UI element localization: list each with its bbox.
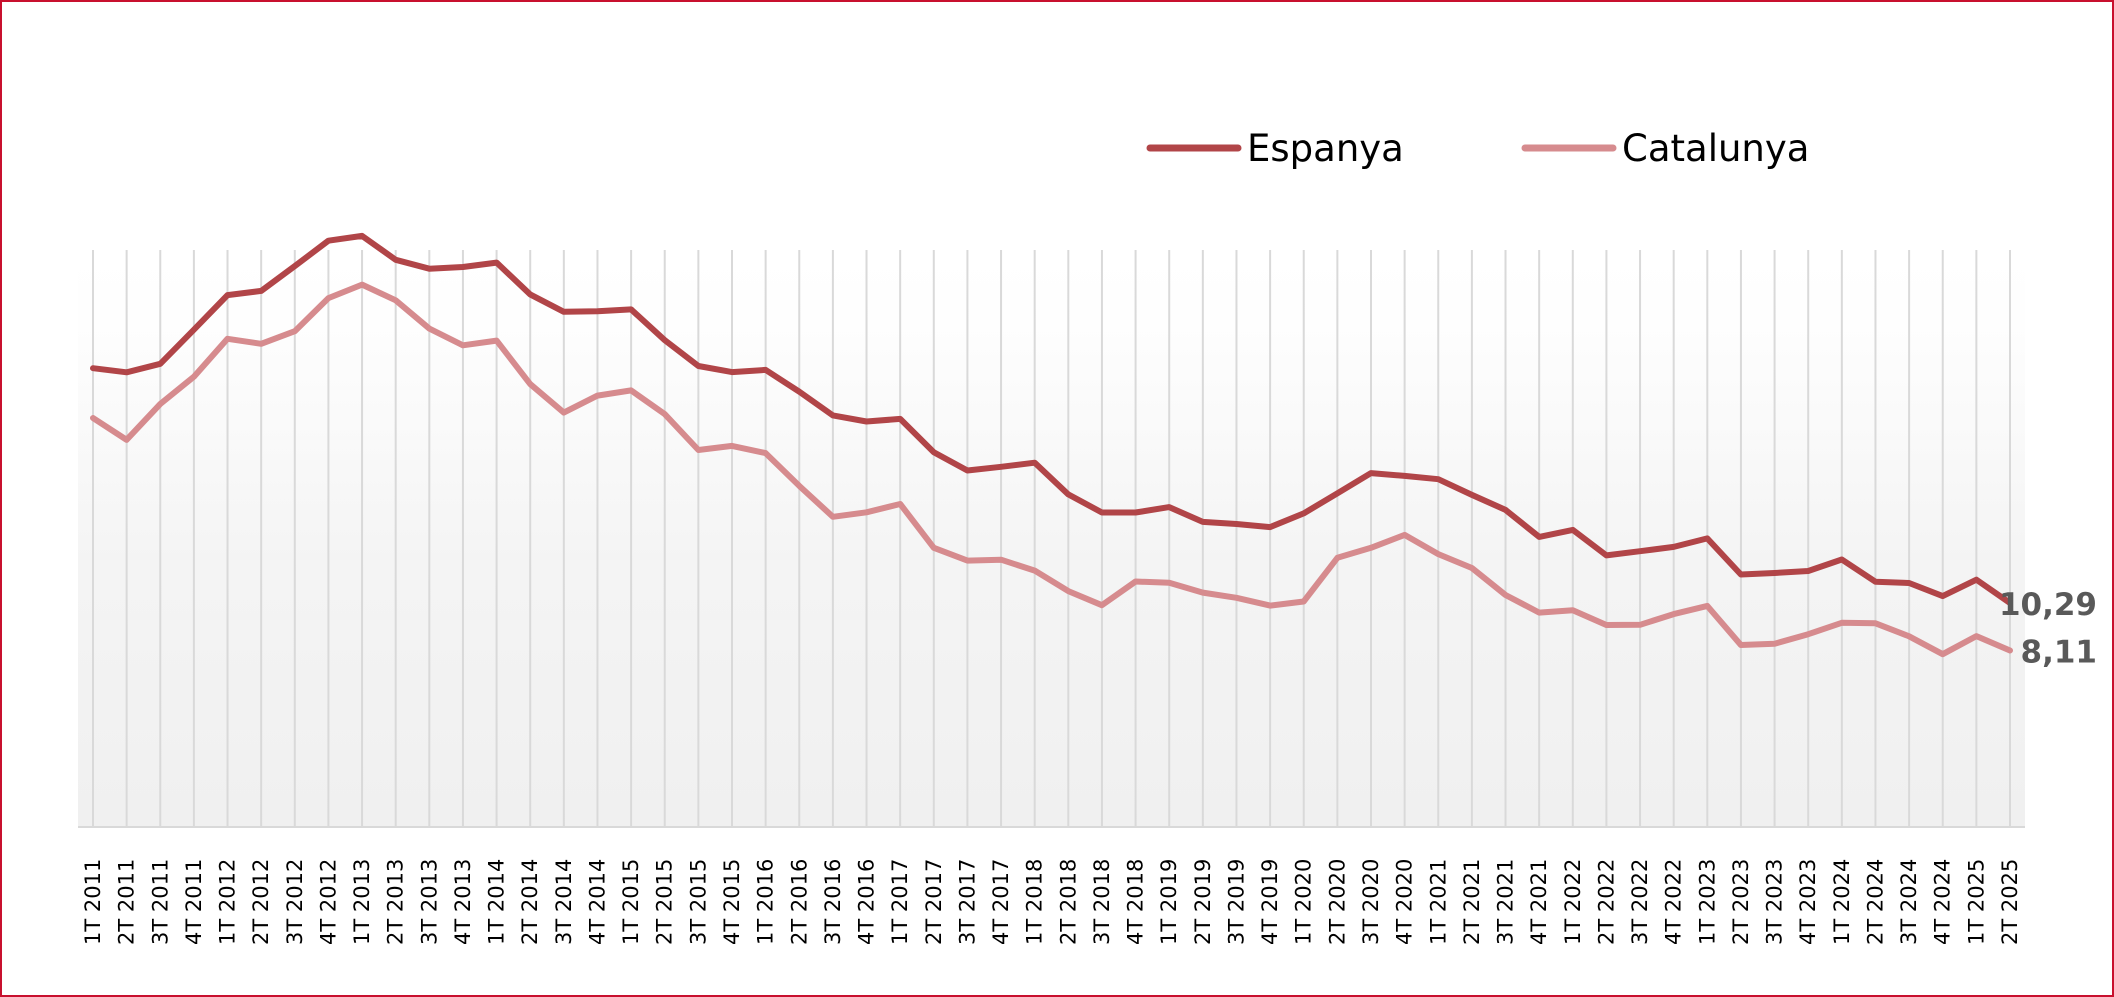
x-tick-label: 1T 2024 (1830, 859, 1854, 945)
x-tick-label: 1T 2016 (754, 859, 778, 945)
x-tick-label: 4T 2016 (855, 859, 879, 945)
plot-area-background (78, 250, 2025, 827)
x-tick-label: 3T 2021 (1494, 859, 1518, 945)
x-tick-label: 2T 2025 (1998, 859, 2022, 945)
x-tick-label: 2T 2014 (518, 859, 542, 945)
x-tick-label: 3T 2020 (1359, 859, 1383, 945)
x-tick-label: 4T 2013 (451, 859, 475, 945)
x-tick-label: 2T 2021 (1460, 859, 1484, 945)
x-tick-label: 3T 2016 (821, 859, 845, 945)
x-tick-label: 3T 2013 (417, 859, 441, 945)
x-tick-label: 1T 2013 (350, 859, 374, 945)
x-tick-label: 4T 2014 (585, 859, 609, 945)
x-tick-label: 1T 2018 (1023, 859, 1047, 945)
x-axis-tick-labels: 1T 2011 2T 2011 3T 2011 4T 2011 1T 2012 2T 20… (81, 859, 2022, 945)
x-tick-label: 4T 2019 (1258, 859, 1282, 945)
series-lines (90, 232, 2013, 658)
x-tick-label: 1T 2025 (1964, 859, 1988, 945)
x-tick-label: 1T 2015 (619, 859, 643, 945)
x-tick-label: 1T 2020 (1292, 859, 1316, 945)
series-line-espanya (90, 232, 2013, 606)
x-tick-label: 3T 2023 (1763, 859, 1787, 945)
x-tick-label: 4T 2018 (1124, 859, 1148, 945)
x-tick-label: 4T 2021 (1527, 859, 1551, 945)
x-tick-label: 4T 2015 (720, 859, 744, 945)
legend-label-catalunya: Catalunya (1622, 127, 1809, 170)
x-tick-label: 1T 2019 (1157, 859, 1181, 945)
series-line-catalunya (90, 281, 2013, 658)
x-tick-label: 2T 2017 (922, 859, 946, 945)
end-label-catalunya: 8,11 (2021, 634, 2098, 670)
legend: Espanya Catalunya (1146, 127, 1809, 170)
x-tick-label: 1T 2012 (216, 859, 240, 945)
x-tick-label: 3T 2015 (686, 859, 710, 945)
end-value-labels: 10,29 8,11 (1999, 587, 2097, 670)
x-tick-label: 2T 2011 (115, 859, 139, 945)
x-tick-label: 4T 2017 (989, 859, 1013, 945)
legend-label-espanya: Espanya (1247, 127, 1404, 170)
x-tick-label: 4T 2022 (1662, 859, 1686, 945)
x-tick-label: 2T 2012 (249, 859, 273, 945)
x-tick-label: 2T 2023 (1729, 859, 1753, 945)
x-tick-label: 2T 2019 (1191, 859, 1215, 945)
x-tick-label: 3T 2019 (1224, 859, 1248, 945)
x-tick-label: 2T 2022 (1594, 859, 1618, 945)
x-tick-label: 1T 2011 (81, 859, 105, 945)
x-tick-label: 4T 2020 (1393, 859, 1417, 945)
x-tick-label: 3T 2022 (1628, 859, 1652, 945)
x-tick-label: 2T 2016 (787, 859, 811, 945)
x-tick-label: 1T 2017 (888, 859, 912, 945)
x-tick-label: 4T 2024 (1931, 859, 1955, 945)
x-tick-label: 4T 2012 (316, 859, 340, 945)
x-tick-label: 3T 2024 (1897, 859, 1921, 945)
end-label-espanya: 10,29 (1999, 587, 2097, 623)
x-tick-label: 2T 2018 (1056, 859, 1080, 945)
x-tick-label: 3T 2011 (148, 859, 172, 945)
x-tick-label: 1T 2014 (485, 859, 509, 945)
x-tick-label: 2T 2013 (384, 859, 408, 945)
x-tick-label: 3T 2012 (283, 859, 307, 945)
x-tick-label: 2T 2024 (1863, 859, 1887, 945)
vertical-gridlines (92, 250, 2011, 827)
x-tick-label: 2T 2020 (1325, 859, 1349, 945)
x-tick-label: 4T 2023 (1796, 859, 1820, 945)
x-tick-label: 1T 2022 (1561, 859, 1585, 945)
x-tick-label: 1T 2021 (1426, 859, 1450, 945)
x-tick-label: 1T 2023 (1695, 859, 1719, 945)
x-tick-label: 3T 2017 (955, 859, 979, 945)
x-tick-label: 3T 2014 (552, 859, 576, 945)
x-tick-label: 3T 2018 (1090, 859, 1114, 945)
x-tick-label: 4T 2011 (182, 859, 206, 945)
x-tick-label: 2T 2015 (653, 859, 677, 945)
